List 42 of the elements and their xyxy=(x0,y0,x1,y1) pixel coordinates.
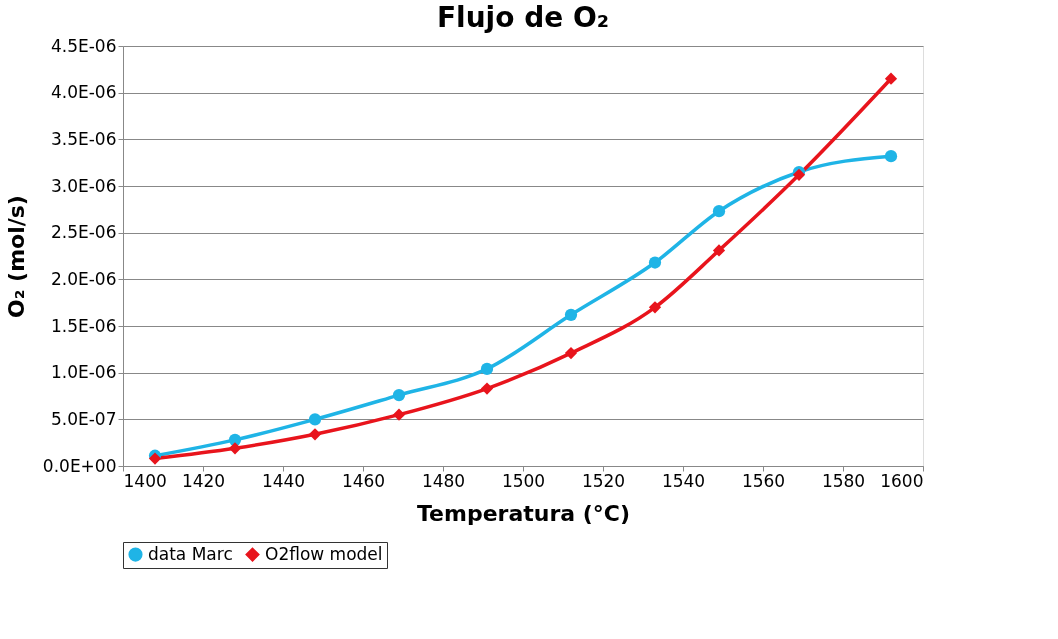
x-tick-label: 1520 xyxy=(581,470,626,491)
y-tick-label: 1.0E-06 xyxy=(50,362,117,383)
y-tick-label: 1.5E-06 xyxy=(50,315,117,336)
x-tick-label: 1400 xyxy=(123,470,167,491)
x-axis-title: Temperatura (°C) xyxy=(416,500,631,526)
point xyxy=(564,346,578,360)
y-tick-label: 3.0E-06 xyxy=(50,175,117,196)
y-tick-label: 5.0E-07 xyxy=(50,408,117,429)
x-tick-label: 1420 xyxy=(181,470,226,491)
point xyxy=(564,308,578,321)
point xyxy=(884,72,898,85)
y-tick-label: 3.5E-06 xyxy=(50,128,117,149)
x-tick-label: 1500 xyxy=(501,470,546,491)
x-tick-label: 1480 xyxy=(421,470,466,491)
y-axis-title: O₂ (mol/s) xyxy=(3,195,29,318)
point xyxy=(480,382,494,395)
x-tick-label: 1560 xyxy=(741,470,786,491)
point xyxy=(712,244,726,257)
point xyxy=(648,256,662,269)
x-tick-label: 1580 xyxy=(821,470,866,491)
y-tick-label: 4.0E-06 xyxy=(50,82,117,103)
y-tick-label: 0.0E+00 xyxy=(42,455,117,476)
legend-label: O2flow model xyxy=(265,543,383,564)
point xyxy=(228,442,242,455)
point xyxy=(648,301,662,314)
point xyxy=(480,362,494,376)
point xyxy=(392,388,406,402)
x-tick-label: 1600 xyxy=(880,470,924,491)
x-tick-label: 1440 xyxy=(261,470,306,491)
legend-label: data Marc xyxy=(148,543,233,564)
chart-title: Flujo de O₂ xyxy=(436,1,610,34)
point xyxy=(884,150,898,163)
point xyxy=(308,413,322,426)
x-tick-label: 1460 xyxy=(341,470,386,491)
point xyxy=(308,428,322,441)
y-tick-label: 4.5E-06 xyxy=(50,35,117,56)
point xyxy=(392,408,406,421)
y-tick-label: 2.0E-06 xyxy=(50,268,117,289)
point xyxy=(228,433,242,446)
x-tick-label: 1540 xyxy=(661,470,706,491)
point xyxy=(712,205,726,218)
y-tick-label: 2.5E-06 xyxy=(50,222,117,243)
